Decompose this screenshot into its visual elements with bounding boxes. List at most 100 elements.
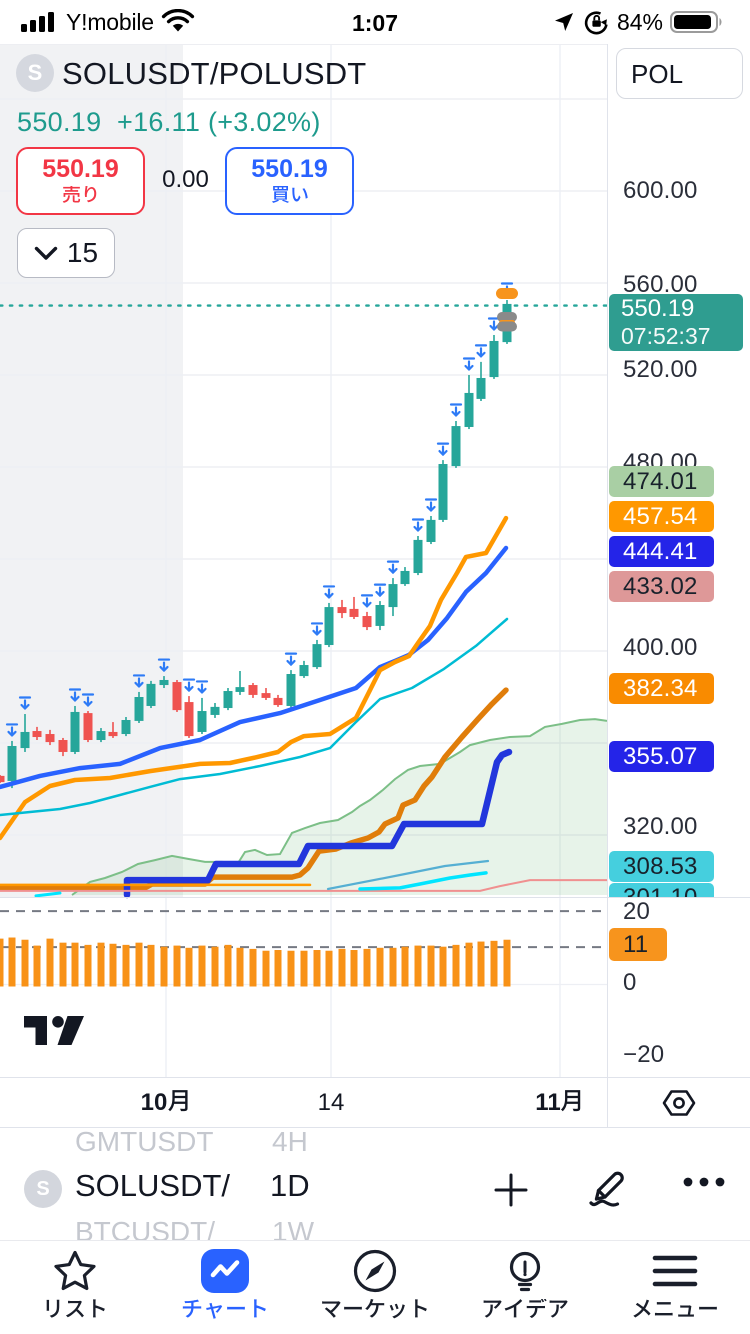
axis-price-label: 320.00 [623, 813, 698, 840]
signal-marker-icon [157, 658, 171, 672]
current-symbol-row[interactable]: S SOLUSDT/ 1D [0, 1162, 750, 1216]
candle [464, 392, 474, 427]
salmon [0, 879, 607, 892]
indicator-value-badge: 382.34 [609, 673, 714, 704]
indicator-value-badge: 444.41 [609, 536, 714, 567]
price-axis[interactable]: POL 600.00 560.00 520.00 480.00 400.00 320.00… [607, 44, 750, 1127]
chevron-down-icon [34, 246, 58, 261]
symbol-title[interactable]: SOLUSDT/POLUSDT [62, 56, 367, 91]
more-button[interactable] [680, 1177, 728, 1189]
tab-chart[interactable] [150, 1241, 300, 1334]
symbol-name[interactable]: SOLUSDT/ [75, 1168, 231, 1203]
histogram-bar [465, 942, 473, 987]
candle [324, 607, 334, 646]
ma-cyan [0, 617, 509, 817]
histogram-bar [300, 950, 308, 987]
sell-label [62, 185, 100, 207]
cjk-glyph [86, 1299, 108, 1321]
axis-price-label: 400.00 [623, 634, 698, 661]
candle [235, 687, 245, 692]
pane-separator[interactable] [0, 897, 750, 898]
signal-marker-icon [68, 688, 82, 702]
histogram-bar [439, 946, 447, 987]
histogram-bar [97, 942, 105, 987]
candle [400, 570, 410, 585]
histogram-bar [287, 950, 295, 987]
histogram-bar [274, 950, 282, 987]
tab-watchlist[interactable] [0, 1241, 150, 1334]
histogram-bar [313, 950, 321, 987]
histogram-bar [477, 941, 485, 987]
sell-button[interactable]: 550.19 [16, 147, 145, 215]
buy-label [271, 185, 309, 207]
axis-price-label: 600.00 [623, 177, 698, 204]
tradingview-logo [23, 1016, 85, 1047]
signal-marker-icon [436, 442, 450, 456]
signal-marker-icon [5, 723, 19, 737]
histogram-bar [160, 946, 168, 987]
draw-button[interactable] [583, 1166, 631, 1214]
ma-orange [0, 515, 509, 841]
histogram-bar [135, 942, 143, 987]
timeframe-value[interactable]: 1D [270, 1168, 310, 1203]
histogram-bar [350, 950, 358, 987]
cjk-glyph [62, 185, 81, 205]
signal-bars-icon [21, 9, 59, 35]
tab-markets[interactable] [300, 1241, 450, 1334]
axis-price-label: −20 [623, 1041, 665, 1068]
add-symbol-button[interactable] [492, 1171, 530, 1209]
tab-menu[interactable] [600, 1241, 750, 1334]
candle [184, 702, 194, 737]
cjk-glyph [364, 1298, 386, 1321]
battery-percent: 84% [616, 8, 663, 35]
signal-marker-icon [81, 693, 95, 707]
axis-price-label: 20 [623, 898, 651, 925]
signal-marker-icon [322, 585, 336, 599]
signal-marker-icon [284, 652, 298, 666]
buy-button[interactable]: 550.19 [225, 147, 354, 215]
candle [248, 685, 258, 695]
currency-toggle[interactable]: POL [616, 48, 743, 99]
indicator-value-badge: 308.53 [609, 851, 714, 882]
signal-marker-icon [310, 622, 324, 636]
histogram-bar [490, 940, 498, 987]
interval-selector[interactable]: 15 [17, 228, 115, 278]
histogram-bar [198, 945, 206, 987]
buy-price: 550.19 [251, 154, 328, 183]
cjk-glyph [631, 1299, 653, 1321]
candle [134, 697, 144, 721]
cjk-glyph [503, 1299, 525, 1321]
cjk-glyph [181, 1299, 203, 1321]
histogram-bar [389, 947, 397, 987]
candle [273, 697, 283, 706]
tab-ideas[interactable] [450, 1241, 600, 1334]
indicator-value-badge: 457.54 [609, 501, 714, 532]
candle [108, 731, 118, 737]
candle [413, 539, 423, 574]
chart-settings-button[interactable] [607, 1078, 750, 1127]
carrier-label: Y!mobile [66, 8, 154, 35]
candle [426, 519, 436, 542]
candle [476, 377, 486, 399]
signal-marker-icon [411, 518, 425, 532]
time-axis[interactable]: 10 14 11 [0, 1077, 750, 1128]
histogram-bar [46, 938, 54, 987]
candle [210, 706, 220, 715]
interval-value: 15 [66, 237, 99, 268]
histogram-bar [147, 944, 155, 987]
candle [70, 711, 80, 752]
candle [299, 665, 309, 677]
histogram-bar [211, 946, 219, 987]
histogram-bar [401, 946, 409, 987]
cjk-glyph [481, 1299, 503, 1321]
lightbulb-icon [502, 1247, 548, 1295]
cjk-glyph [290, 186, 309, 205]
cjk-glyph [64, 1299, 86, 1321]
location-arrow-icon [552, 10, 576, 34]
cjk-glyph [225, 1299, 247, 1321]
cjk-glyph [697, 1299, 719, 1321]
candle [32, 731, 42, 738]
cjk-glyph [547, 1299, 569, 1321]
histogram-bar [325, 950, 333, 987]
